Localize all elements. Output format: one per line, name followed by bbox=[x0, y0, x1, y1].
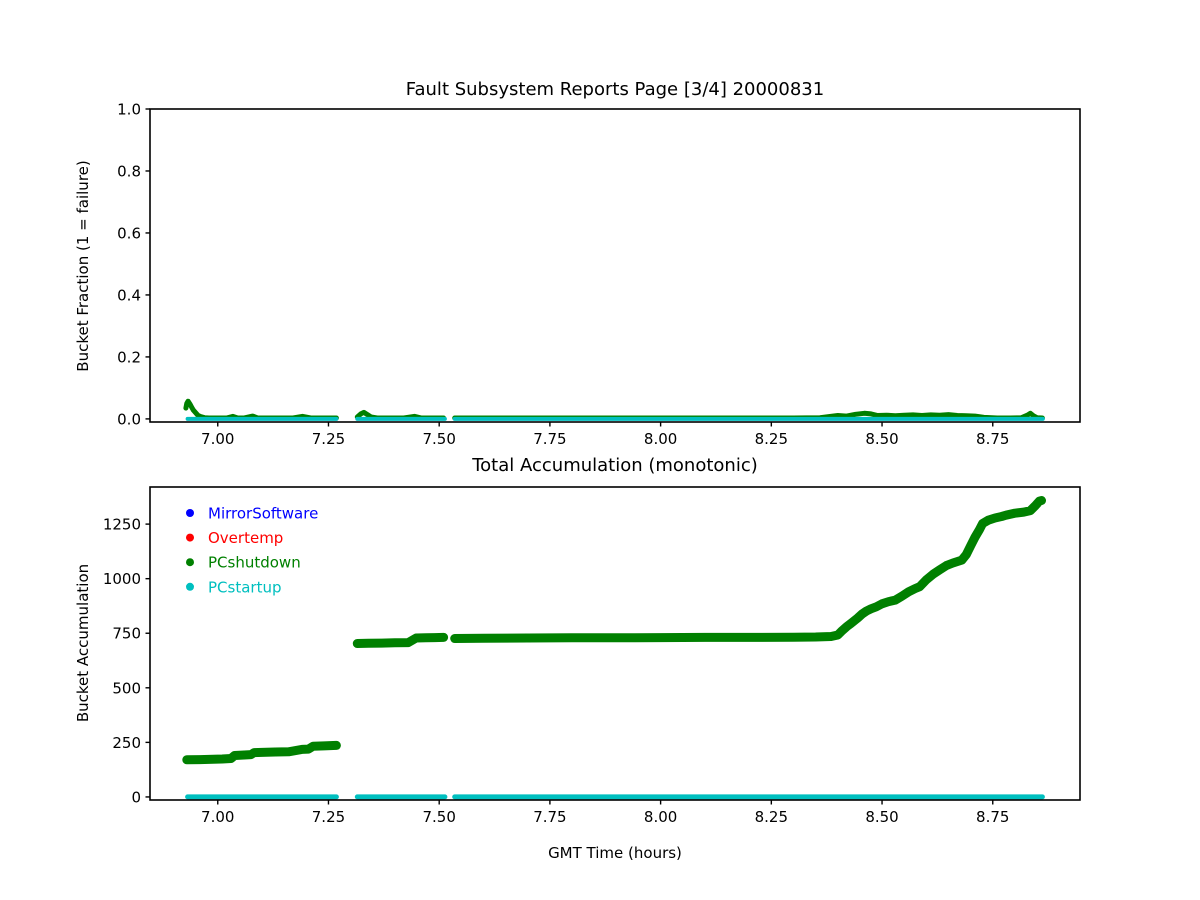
legend-marker-MirrorSoftware bbox=[186, 509, 194, 517]
y-tick-label: 250 bbox=[112, 734, 141, 752]
x-tick-label: 8.00 bbox=[644, 430, 677, 448]
y-tick-label: 750 bbox=[112, 625, 141, 643]
series-PCshutdown-line bbox=[183, 398, 1045, 421]
y-tick-label: 500 bbox=[112, 679, 141, 697]
x-axis-label: GMT Time (hours) bbox=[548, 844, 682, 862]
top-plot-ylabel: Bucket Fraction (1 = failure) bbox=[74, 160, 92, 371]
y-tick-label: 1.0 bbox=[117, 101, 141, 119]
y-tick-label: 1000 bbox=[103, 570, 141, 588]
x-tick-label: 8.75 bbox=[976, 430, 1009, 448]
y-tick-label: 0.8 bbox=[117, 162, 141, 180]
x-tick-label: 8.50 bbox=[865, 430, 898, 448]
x-tick-label: 7.25 bbox=[312, 808, 345, 826]
x-tick-label: 7.00 bbox=[201, 430, 234, 448]
bottom-plot-title: Total Accumulation (monotonic) bbox=[471, 455, 758, 476]
y-tick-label: 0.4 bbox=[117, 286, 141, 304]
x-tick-label: 7.50 bbox=[422, 430, 455, 448]
x-tick-label: 7.25 bbox=[312, 430, 345, 448]
x-tick-label: 8.25 bbox=[755, 430, 788, 448]
plot-frame bbox=[149, 486, 1081, 801]
y-tick-label: 1250 bbox=[103, 516, 141, 534]
legend: MirrorSoftware Overtemp PCshutdown PCstartu… bbox=[186, 505, 318, 596]
y-tick-label: 0.0 bbox=[117, 410, 141, 428]
y-tick-label: 0.6 bbox=[117, 224, 141, 242]
legend-label-PCstartup: PCstartup bbox=[208, 578, 281, 596]
x-tick-label: 7.75 bbox=[533, 430, 566, 448]
legend-label-MirrorSoftware: MirrorSoftware bbox=[208, 505, 318, 523]
bottom-plot-ylabel: Bucket Accumulation bbox=[74, 564, 92, 722]
x-tick-label: 8.50 bbox=[865, 808, 898, 826]
x-tick-label: 7.00 bbox=[201, 808, 234, 826]
y-tick-label: 0 bbox=[131, 788, 141, 806]
top-plot-title: Fault Subsystem Reports Page [3/4] 20000… bbox=[406, 79, 824, 100]
plot-frame bbox=[149, 108, 1081, 423]
x-tick-label: 7.50 bbox=[422, 808, 455, 826]
x-tick-label: 8.25 bbox=[755, 808, 788, 826]
x-tick-label: 8.00 bbox=[644, 808, 677, 826]
bottom-plot: 7.00 7.25 7.50 7.75 8.00 8.25 8.50 8.75 0 250 500 7… bbox=[103, 486, 1081, 826]
legend-marker-Overtemp bbox=[186, 533, 194, 542]
x-tick-label: 7.75 bbox=[533, 808, 566, 826]
legend-marker-PCshutdown bbox=[186, 558, 194, 567]
series-PCshutdown-line bbox=[182, 496, 1046, 765]
legend-label-Overtemp: Overtemp bbox=[208, 529, 283, 547]
top-plot: 7.00 7.25 7.50 7.75 8.00 8.25 8.50 8.75 0.0 0.2 0.… bbox=[117, 101, 1081, 448]
legend-label-PCshutdown: PCshutdown bbox=[208, 554, 301, 572]
y-tick-label: 0.2 bbox=[117, 348, 141, 366]
x-tick-label: 8.75 bbox=[976, 808, 1009, 826]
legend-marker-PCstartup bbox=[186, 582, 194, 591]
